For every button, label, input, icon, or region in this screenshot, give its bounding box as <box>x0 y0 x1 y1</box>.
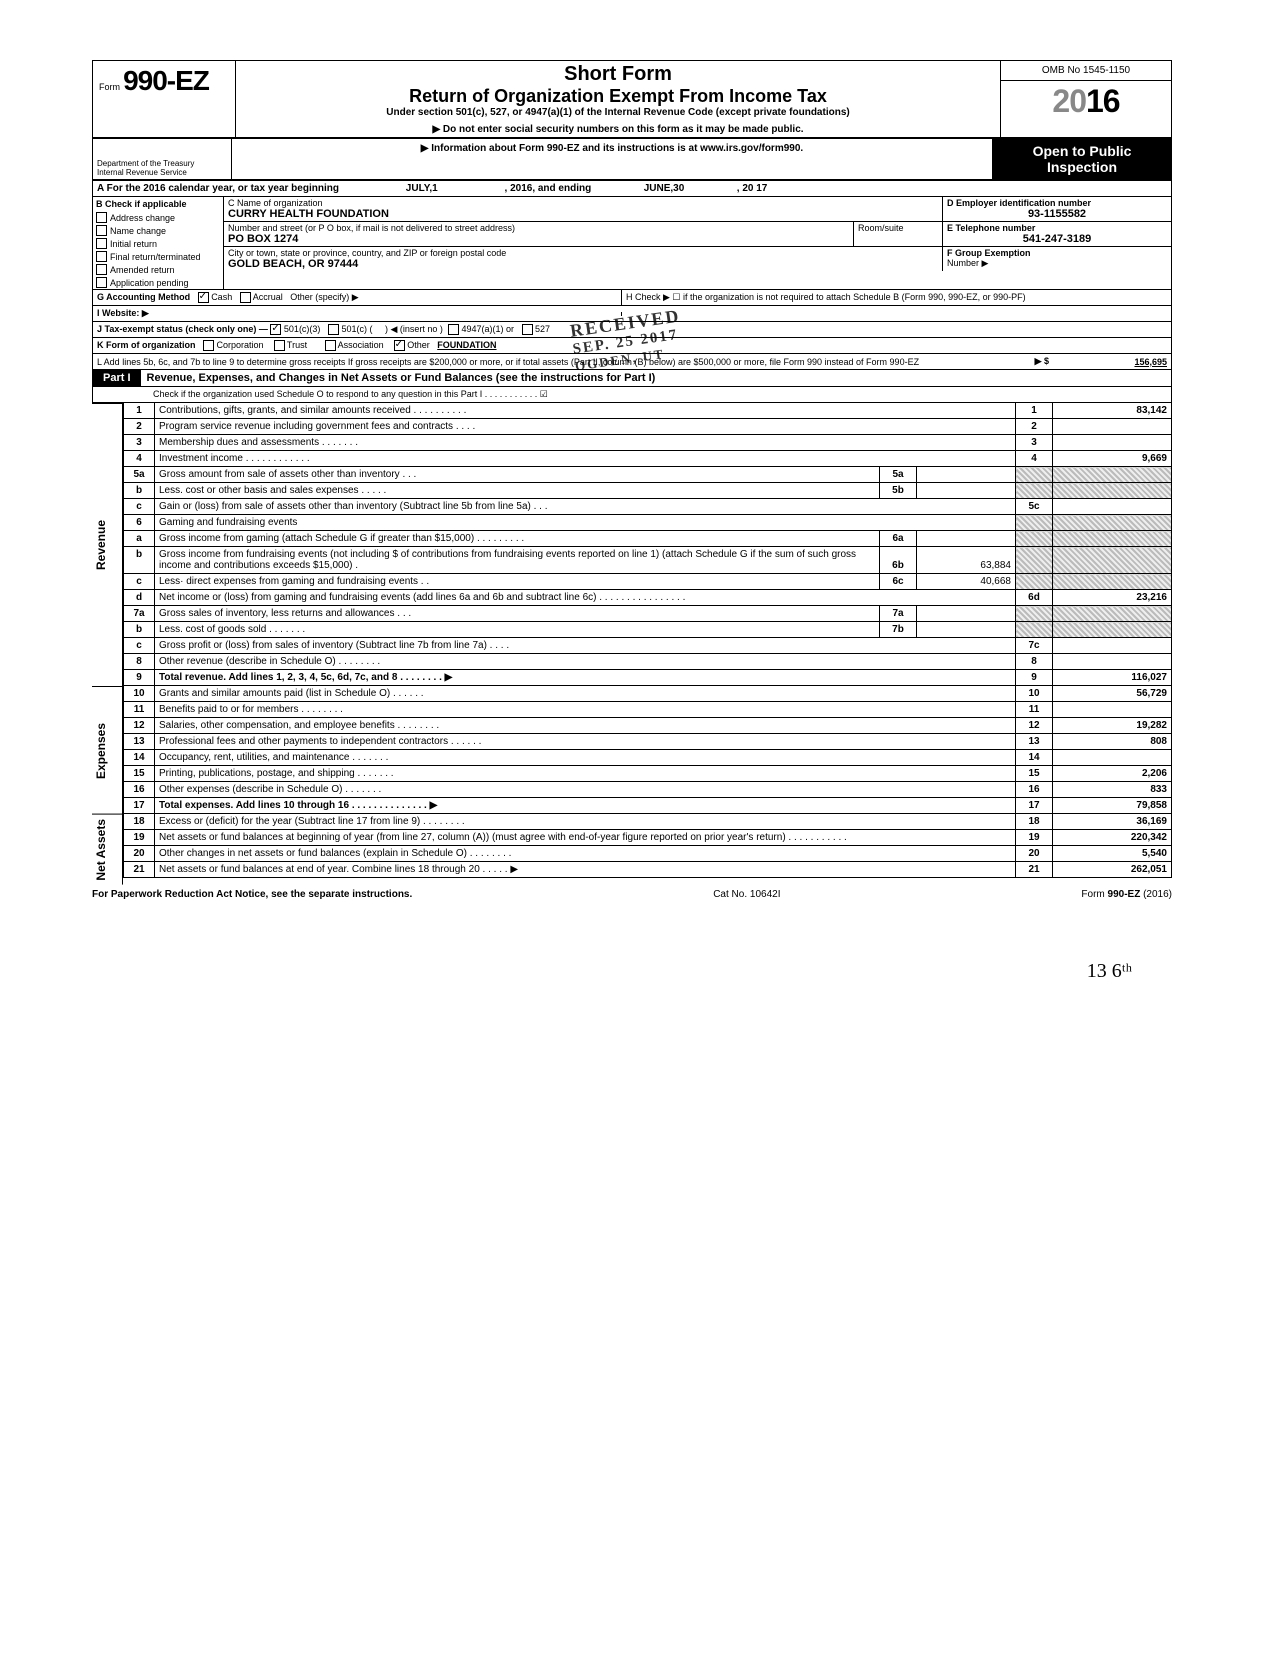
form-header: Form 990-EZ Short Form Return of Organiz… <box>92 60 1172 139</box>
chk-527[interactable] <box>522 324 533 335</box>
org-address: Number and street (or P O box, if mail i… <box>224 222 853 246</box>
line-g-h: G Accounting Method Cash Accrual Other (… <box>92 290 1172 306</box>
netassets-section: Net Assets 18Excess or (deficit) for the… <box>92 814 1172 885</box>
chk-initial-return[interactable]: Initial return <box>93 237 223 250</box>
line-l: L Add lines 5b, 6c, and 7b to line 9 to … <box>92 354 1172 370</box>
form-number: 990-EZ <box>123 65 209 96</box>
expenses-label: Expenses <box>92 686 123 814</box>
chk-final-return[interactable]: Final return/terminated <box>93 250 223 263</box>
omb-cell: OMB No 1545-1150 2016 <box>1001 61 1171 137</box>
line-j: J Tax-exempt status (check only one) — 5… <box>92 322 1172 338</box>
chk-amended[interactable]: Amended return <box>93 263 223 276</box>
chk-501c[interactable] <box>328 324 339 335</box>
chk-corp[interactable] <box>203 340 214 351</box>
header-grid: B Check if applicable Address change Nam… <box>92 197 1172 290</box>
expenses-table: 10Grants and similar amounts paid (list … <box>123 686 1172 814</box>
chk-4947[interactable] <box>448 324 459 335</box>
chk-cash[interactable] <box>198 292 209 303</box>
subtitle: Under section 501(c), 527, or 4947(a)(1)… <box>240 107 996 118</box>
chk-address-change[interactable]: Address change <box>93 211 223 224</box>
line-i: I Website: ▶ <box>92 306 1172 322</box>
open-inspection: Open to Public Inspection <box>993 139 1171 179</box>
chk-assoc[interactable] <box>325 340 336 351</box>
group-exemption: F Group Exemption Number ▶ <box>942 247 1171 271</box>
chk-501c3[interactable] <box>270 324 281 335</box>
netassets-label: Net Assets <box>92 814 123 885</box>
org-city: City or town, state or province, country… <box>224 247 942 271</box>
ein: D Employer identification number 93-1155… <box>942 197 1171 221</box>
expenses-section: Expenses 10Grants and similar amounts pa… <box>92 686 1172 814</box>
part1-header: Part I Revenue, Expenses, and Changes in… <box>92 370 1172 387</box>
handwriting: 13 6ᵗʰ <box>92 900 1172 983</box>
chk-name-change[interactable]: Name change <box>93 224 223 237</box>
ssn-note: ▶ Do not enter social security numbers o… <box>240 124 996 135</box>
org-name: C Name of organization CURRY HEALTH FOUN… <box>224 197 942 221</box>
revenue-table: 1Contributions, gifts, grants, and simil… <box>123 403 1172 686</box>
section-b: B Check if applicable Address change Nam… <box>93 197 224 289</box>
footer: For Paperwork Reduction Act Notice, see … <box>92 885 1172 900</box>
chk-pending[interactable]: Application pending <box>93 276 223 289</box>
line-a: A For the 2016 calendar year, or tax yea… <box>92 181 1172 197</box>
chk-trust[interactable] <box>274 340 285 351</box>
section-cde: C Name of organization CURRY HEALTH FOUN… <box>224 197 1171 289</box>
instructions-note: ▶ Information about Form 990-EZ and its … <box>232 139 993 179</box>
omb-number: OMB No 1545-1150 <box>1001 61 1171 81</box>
line-k: K Form of organization Corporation Trust… <box>92 338 1172 354</box>
main-title: Return of Organization Exempt From Incom… <box>240 86 996 107</box>
line-h: H Check ▶ ☐ if the organization is not r… <box>621 290 1171 305</box>
short-form-label: Short Form <box>240 63 996 86</box>
revenue-section: Revenue 1Contributions, gifts, grants, a… <box>92 403 1172 686</box>
phone: E Telephone number 541-247-3189 <box>942 222 1171 246</box>
chk-other-org[interactable] <box>394 340 405 351</box>
room-suite: Room/suite <box>853 222 942 246</box>
dept-cell: Department of the Treasury Internal Reve… <box>93 139 232 179</box>
netassets-table: 18Excess or (deficit) for the year (Subt… <box>123 814 1172 878</box>
part1-check: Check if the organization used Schedule … <box>92 387 1172 403</box>
chk-accrual[interactable] <box>240 292 251 303</box>
title-cell: Short Form Return of Organization Exempt… <box>236 61 1001 137</box>
revenue-label: Revenue <box>92 403 123 686</box>
form-prefix: Form <box>99 82 120 92</box>
dept-row: Department of the Treasury Internal Reve… <box>92 139 1172 181</box>
tax-year: 2016 <box>1001 81 1171 122</box>
form-number-cell: Form 990-EZ <box>93 61 236 137</box>
